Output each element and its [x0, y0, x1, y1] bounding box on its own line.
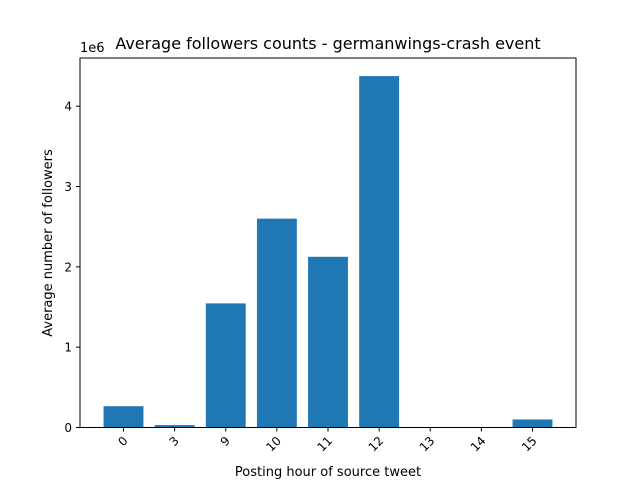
- bar-hour-15: [512, 419, 553, 428]
- y-tick-label: 4: [64, 100, 72, 114]
- y-axis-label: Average number of followers: [41, 149, 56, 337]
- y-scale-offset-label: 1e6: [80, 41, 105, 56]
- y-tick-label: 2: [64, 260, 72, 274]
- plot-area-frame: [79, 57, 577, 428]
- x-axis-label: Posting hour of source tweet: [235, 465, 421, 480]
- y-tick-label: 1: [64, 341, 72, 355]
- bar-hour-12: [359, 76, 400, 428]
- y-tick-label: 0: [64, 421, 72, 435]
- bars-group: [103, 76, 553, 428]
- bar-hour-10: [256, 218, 297, 428]
- bar-hour-11: [308, 256, 348, 428]
- chart-title: Average followers counts - germanwings-c…: [115, 34, 540, 53]
- bar-hour-3: [154, 425, 195, 428]
- bar-hour-9: [205, 303, 246, 428]
- bar-hour-0: [103, 406, 144, 428]
- y-axis-ticks: 0 1 2 3 4: [64, 100, 80, 435]
- y-tick-label: 3: [64, 180, 72, 194]
